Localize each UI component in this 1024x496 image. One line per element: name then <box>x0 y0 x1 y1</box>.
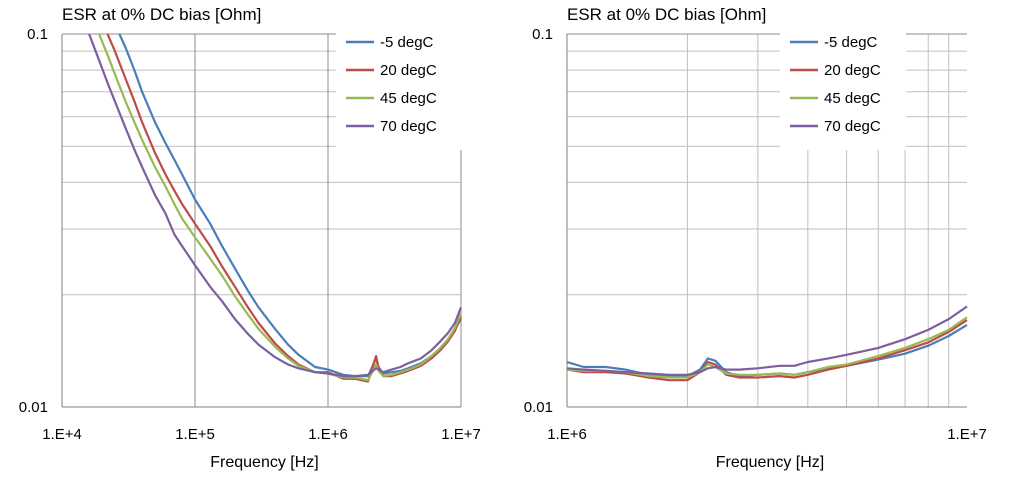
chart-1: -5 degC 20 degC 45 degC 70 degC ESR at 0% DC… <box>19 5 481 471</box>
chart-title: ESR at 0% DC bias [Ohm] <box>567 5 766 24</box>
gridlines <box>567 34 967 407</box>
y-tick-label: 0.1 <box>27 26 48 43</box>
chart-title: ESR at 0% DC bias [Ohm] <box>62 5 261 24</box>
legend-label: 45 degC <box>380 90 437 107</box>
legend-background <box>780 32 906 150</box>
x-tick-label: 1.E+7 <box>947 426 987 443</box>
legend-label: 45 degC <box>824 90 881 107</box>
x-tick-label: 1.E+5 <box>175 426 215 443</box>
series-line-3 <box>98 33 463 382</box>
x-axis-label: Frequency [Hz] <box>210 454 318 471</box>
legend-label: 20 degC <box>824 62 881 79</box>
series-line-1 <box>118 33 462 378</box>
legend-label: 70 degC <box>380 118 437 135</box>
x-tick-label: 1.E+6 <box>547 426 587 443</box>
series-line-4 <box>566 305 968 376</box>
x-axis-label: Frequency [Hz] <box>716 454 824 471</box>
legend-label: -5 degC <box>824 34 878 51</box>
x-tick-label: 1.E+4 <box>42 426 82 443</box>
legend-label: 20 degC <box>380 62 437 79</box>
legend-background <box>336 32 462 150</box>
x-tick-label: 1.E+7 <box>441 426 481 443</box>
y-tick-label: 0.01 <box>524 399 553 416</box>
y-tick-label: 0.01 <box>19 399 48 416</box>
series-line-3 <box>566 316 968 379</box>
x-tick-label: 1.E+6 <box>308 426 348 443</box>
series-line-2 <box>566 319 968 382</box>
legend-label: 70 degC <box>824 118 881 135</box>
legend-label: -5 degC <box>380 34 434 51</box>
chart-2: -5 degC 20 degC 45 degC 70 degC ESR at 0% DC… <box>524 5 987 471</box>
y-tick-label: 0.1 <box>532 26 553 43</box>
series-line-4 <box>88 33 463 378</box>
